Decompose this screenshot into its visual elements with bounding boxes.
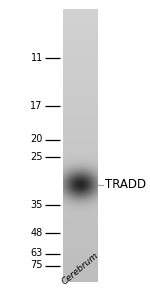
Text: 11: 11	[30, 52, 43, 63]
Text: 35: 35	[30, 200, 43, 210]
Text: 63: 63	[30, 248, 43, 259]
Text: 48: 48	[30, 227, 43, 238]
Text: 25: 25	[30, 152, 43, 162]
Text: 17: 17	[30, 100, 43, 111]
Text: Cerebrum: Cerebrum	[60, 251, 100, 286]
Text: 75: 75	[30, 260, 43, 271]
Text: TRADD: TRADD	[105, 178, 146, 191]
Text: 20: 20	[30, 134, 43, 145]
